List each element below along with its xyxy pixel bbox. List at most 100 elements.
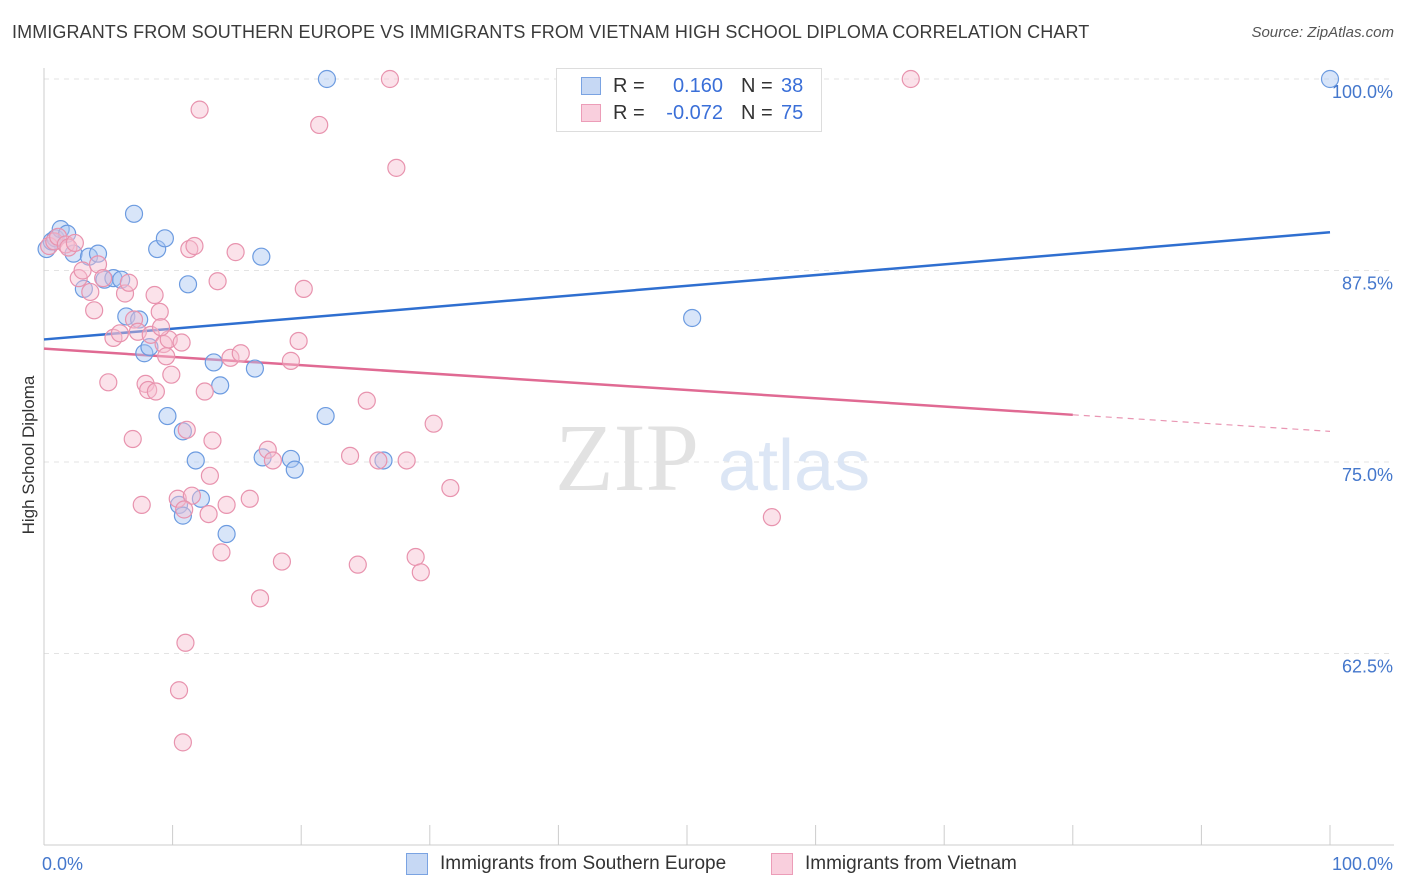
point-vietnam [132, 495, 151, 514]
y-tick-label: 75.0% [1342, 465, 1393, 485]
point-southern-europe [245, 359, 265, 378]
point-southern-europe [252, 247, 271, 266]
point-vietnam [387, 158, 406, 177]
point-vietnam [357, 391, 376, 410]
point-southern-europe [211, 376, 230, 395]
trend-line-southern-europe [43, 230, 1331, 341]
point-vietnam [185, 236, 204, 256]
point-vietnam [169, 681, 189, 700]
axis-layer [43, 68, 1394, 846]
point-vietnam [380, 69, 400, 89]
point-vietnam [250, 589, 270, 608]
legend-n-label: N = [741, 74, 773, 97]
point-vietnam [176, 633, 195, 652]
point-vietnam [199, 504, 218, 524]
point-southern-europe [217, 524, 236, 544]
point-vietnam [272, 552, 292, 571]
point-vietnam [65, 233, 84, 253]
point-vietnam [157, 347, 176, 366]
y-tick-label: 100.0% [1332, 82, 1393, 102]
point-vietnam [411, 563, 430, 582]
point-vietnam [369, 451, 388, 470]
point-vietnam [289, 331, 308, 351]
trend-line-vietnam [43, 347, 1073, 417]
point-southern-europe [178, 275, 198, 294]
bottom-legend-swatch-blue [406, 853, 428, 875]
point-southern-europe [683, 308, 702, 328]
bottom-legend-vietnam: Immigrants from Vietnam [771, 852, 1017, 876]
point-vietnam [424, 414, 443, 433]
point-vietnam [150, 302, 169, 321]
point-vietnam [81, 282, 100, 302]
point-vietnam [99, 373, 118, 392]
point-vietnam [762, 508, 781, 527]
legend-n-label: N = [741, 101, 773, 124]
point-southern-europe [173, 506, 192, 525]
trend-line-vietnam-extension [1072, 414, 1331, 432]
point-vietnam [180, 239, 199, 259]
watermark: ZIP atlas [555, 404, 870, 511]
trend-lines [43, 230, 1331, 432]
point-vietnam [200, 466, 219, 485]
point-vietnam [115, 284, 135, 303]
point-vietnam [208, 272, 227, 291]
legend-row-vietnam: R = -0.072 N = 75 [581, 100, 803, 126]
point-vietnam [151, 318, 171, 337]
point-vietnam [88, 255, 108, 274]
y-tick-label: 87.5% [1342, 274, 1393, 294]
point-vietnam [175, 500, 194, 519]
point-vietnam [56, 235, 75, 254]
point-vietnam [240, 489, 259, 508]
point-vietnam [190, 100, 209, 119]
legend-row-southern-europe: R = 0.160 N = 38 [581, 73, 803, 99]
point-vietnam [141, 325, 160, 344]
chart-source: Source: ZipAtlas.com [1251, 24, 1394, 41]
point-southern-europe [317, 69, 337, 89]
watermark-atlas: atlas [718, 426, 870, 506]
point-vietnam [294, 279, 313, 298]
watermark-zip: ZIP [555, 404, 699, 511]
grid-layer [44, 78, 1394, 654]
point-southern-europe [204, 353, 223, 372]
point-southern-europe [124, 204, 144, 223]
point-southern-europe [281, 449, 301, 469]
point-vietnam [110, 324, 129, 343]
point-vietnam [173, 733, 192, 752]
point-vietnam [123, 429, 142, 449]
data-points [37, 69, 1340, 752]
legend-r-label: R = [613, 74, 645, 97]
point-vietnam [94, 269, 113, 288]
legend-n-value: 75 [781, 101, 804, 124]
legend-r-value: -0.072 [666, 101, 723, 124]
correlation-legend: R = 0.160 N = 38 R = -0.072 N = 75 [556, 68, 822, 132]
point-vietnam [203, 431, 222, 450]
bottom-legend-label-vietnam: Immigrants from Vietnam [805, 853, 1017, 874]
point-vietnam [406, 547, 425, 567]
point-vietnam [310, 115, 329, 135]
point-vietnam [162, 365, 181, 384]
bottom-legend-swatch-pink [771, 853, 793, 875]
point-vietnam [182, 486, 201, 505]
y-axis-title: High School Diploma [19, 375, 38, 534]
point-vietnam [59, 238, 78, 257]
point-vietnam [217, 495, 236, 514]
point-vietnam [177, 420, 196, 439]
x-tick-label: 0.0% [42, 854, 83, 874]
point-vietnam [231, 344, 250, 363]
point-vietnam [85, 301, 104, 320]
point-southern-europe [186, 451, 205, 470]
point-southern-europe [155, 229, 174, 248]
point-vietnam [340, 446, 360, 465]
point-southern-europe [374, 451, 393, 470]
point-vietnam [281, 351, 301, 370]
point-vietnam [172, 333, 191, 352]
point-southern-europe [158, 406, 177, 426]
point-southern-europe [88, 244, 108, 263]
point-vietnam [221, 348, 240, 367]
point-vietnam [441, 478, 460, 498]
point-vietnam [73, 261, 92, 280]
point-vietnam [139, 380, 158, 400]
point-vietnam [226, 243, 245, 262]
legend-n-value: 38 [781, 74, 804, 97]
point-vietnam [397, 451, 416, 470]
